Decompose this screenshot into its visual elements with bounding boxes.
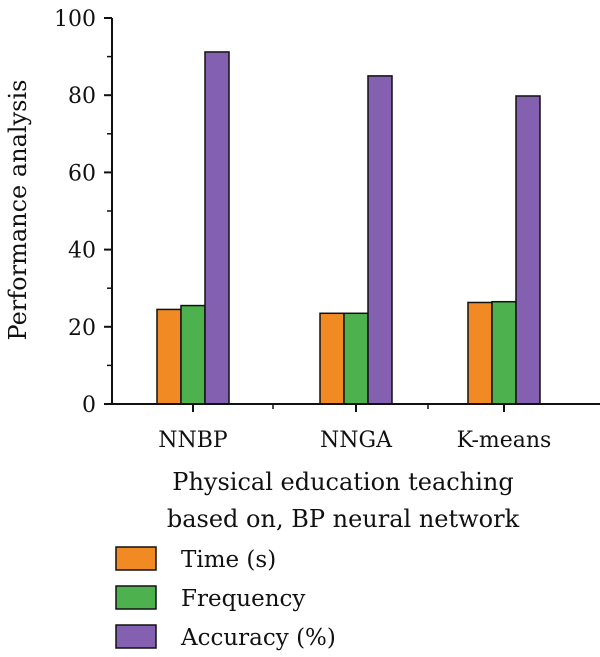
- bar-k-means-frequency: [491, 300, 517, 405]
- legend-label: Accuracy (%): [180, 625, 336, 651]
- y-tick-label: 80: [68, 84, 96, 109]
- bar-nnbp-frequency: [180, 304, 206, 405]
- legend-swatch: [115, 624, 157, 649]
- bar-nnbp-time-s: [156, 308, 182, 405]
- legend-swatch: [115, 546, 157, 571]
- bars-group: [156, 51, 541, 405]
- x-tick-label: NNBP: [158, 428, 228, 453]
- x-tick-label: NNGA: [320, 428, 393, 453]
- y-tick-label: 100: [54, 7, 96, 32]
- bar-nnga-frequency: [343, 312, 369, 405]
- legend-label: Frequency: [181, 586, 305, 612]
- y-tick-label: 20: [68, 316, 96, 341]
- y-tick-label: 40: [68, 239, 96, 264]
- legend: Time (s) Frequency Accuracy (%): [115, 546, 336, 651]
- bar-k-means-time-s: [467, 301, 493, 405]
- bar-nnga-accuracy: [367, 75, 393, 405]
- x-axis-title-line-2: based on, BP neural network: [167, 505, 520, 533]
- bar-nnbp-accuracy: [204, 51, 230, 405]
- y-tick-label: 0: [82, 393, 96, 418]
- y-axis-title: Performance analysis: [4, 80, 32, 341]
- y-tick-label: 60: [68, 161, 96, 186]
- legend-swatch: [115, 585, 157, 610]
- legend-label: Time (s): [181, 547, 276, 573]
- x-tick-label: K-means: [457, 428, 552, 453]
- x-axis-title-line-1: Physical education teaching: [172, 468, 513, 496]
- bar-k-means-accuracy: [515, 95, 541, 405]
- y-ticks-group: 0 20 40 60 80 100: [54, 7, 112, 418]
- bar-nnga-time-s: [319, 312, 345, 405]
- x-ticks-group: NNBP NNGA K-means: [158, 404, 551, 453]
